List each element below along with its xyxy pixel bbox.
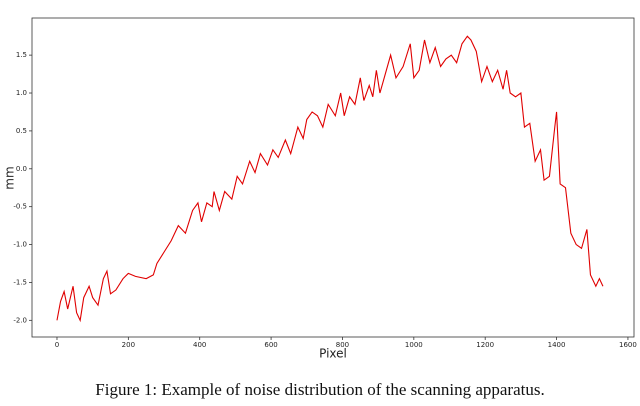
y-axis-title: mm <box>3 166 17 189</box>
x-axis-title: Pixel <box>319 347 347 361</box>
x-tick-label: 0 <box>55 341 59 349</box>
chart: Pixel mm 1.5 1.0 0.5 0.0 -0.5 -1.0 -1.5 -2.0 0 20… <box>3 17 637 361</box>
y-tick-label: -0.5 <box>13 203 27 211</box>
y-tick-label: -1.5 <box>13 278 27 286</box>
y-tick-label: -1.0 <box>13 241 27 249</box>
y-tick-label: 0.5 <box>16 127 27 135</box>
x-tick-label: 1600 <box>619 341 637 349</box>
x-tick-label: 600 <box>264 341 277 349</box>
figure-caption: Figure 1: Example of noise distribution … <box>95 380 545 399</box>
y-tick-label: 1.5 <box>16 51 27 59</box>
x-tick-label: 1400 <box>548 341 566 349</box>
x-tick-label: 400 <box>193 341 206 349</box>
y-tick-label: 1.0 <box>16 89 27 97</box>
x-tick-label: 800 <box>336 341 349 349</box>
x-tick-label: 1200 <box>476 341 494 349</box>
x-tick-label: 200 <box>122 341 135 349</box>
data-line <box>56 35 604 323</box>
x-tick-label: 1000 <box>405 341 423 349</box>
plot-frame <box>31 17 635 338</box>
y-tick-label: 0.0 <box>16 165 27 173</box>
y-tick-label: -2.0 <box>13 316 27 324</box>
